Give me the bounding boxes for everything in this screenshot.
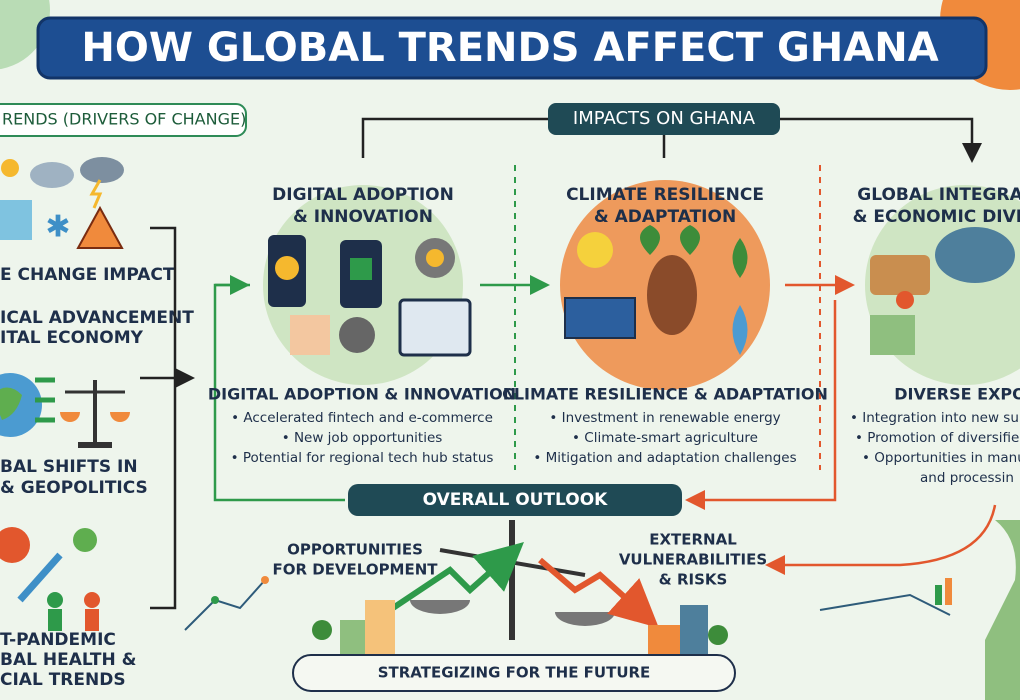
driver-label: ICAL ADVANCEMENT [0, 308, 194, 328]
corner-decor [0, 0, 50, 70]
outlook-left: OPPORTUNITIES [287, 541, 423, 559]
circle-title: DIGITAL ADOPTION [272, 185, 454, 205]
decor [184, 520, 1020, 700]
bullet: • Integration into new su [850, 410, 1019, 426]
bullet: • Potential for regional tech hub status [231, 450, 494, 466]
bullet: • Promotion of diversifie [855, 430, 1019, 446]
outlook-header: OVERALL OUTLOOK [423, 490, 609, 510]
driver-label: BAL SHIFTS IN [0, 457, 138, 477]
svg-text:✱: ✱ [45, 210, 70, 245]
outlook-header-box [348, 484, 682, 516]
outlook-right: VULNERABILITIES [619, 551, 767, 569]
impact-arrows [361, 117, 972, 158]
circle-title: CLIMATE RESILIENCE [566, 185, 764, 205]
column-heading: CLIMATE RESILIENCE & ADAPTATION [502, 385, 828, 404]
drivers-header: RENDS (DRIVERS OF CHANGE) [2, 110, 246, 129]
driver-label: BAL HEALTH & [0, 650, 137, 670]
impacts-header: IMPACTS ON GHANA [573, 108, 756, 129]
bullet: • Investment in renewable energy [549, 410, 780, 426]
bullet: • Climate-smart agriculture [572, 430, 758, 446]
circle-title: & INNOVATION [293, 207, 433, 227]
title: HOW GLOBAL TRENDS AFFECT GHANA [81, 25, 938, 71]
outlook-right: & RISKS [659, 571, 728, 589]
footer-box [292, 654, 736, 692]
outlook-left: FOR DEVELOPMENT [272, 561, 438, 579]
driver-label: & GEOPOLITICS [0, 478, 148, 498]
driver-label: CIAL TRENDS [0, 670, 126, 690]
column-heading: DIGITAL ADOPTION & INNOVATION [208, 385, 516, 404]
bullet: • Opportunities in manu [862, 450, 1020, 466]
bullet: • Accelerated fintech and e-commerce [231, 410, 493, 426]
bullet: • New job opportunities [282, 430, 443, 446]
outlook-right: EXTERNAL [649, 531, 737, 549]
flow-arrow [765, 504, 997, 575]
drivers-bracket [140, 226, 190, 610]
balance-scale [312, 520, 728, 655]
footer: STRATEGIZING FOR THE FUTURE [378, 664, 651, 682]
impacts-header-box [548, 103, 780, 135]
column-heading: DIVERSE EXPO [894, 385, 1020, 404]
title-banner [36, 16, 988, 80]
bullet: and processin [920, 470, 1014, 486]
column-icons [268, 225, 1015, 357]
circle-title: & ADAPTATION [594, 207, 736, 227]
driver-label: E CHANGE IMPACT [0, 265, 175, 285]
bullet: • Mitigation and adaptation challenges [533, 450, 796, 466]
circle-title: GLOBAL INTEGRA [857, 185, 1020, 205]
drivers-header-box [0, 103, 247, 137]
driver-label: ITAL ECONOMY [0, 328, 144, 348]
circle-title: & ECONOMIC DIVE [853, 207, 1020, 227]
driver-label: T-PANDEMIC [0, 630, 116, 650]
flow-arrow [685, 300, 837, 510]
driver-icons: ✱ [0, 157, 130, 631]
